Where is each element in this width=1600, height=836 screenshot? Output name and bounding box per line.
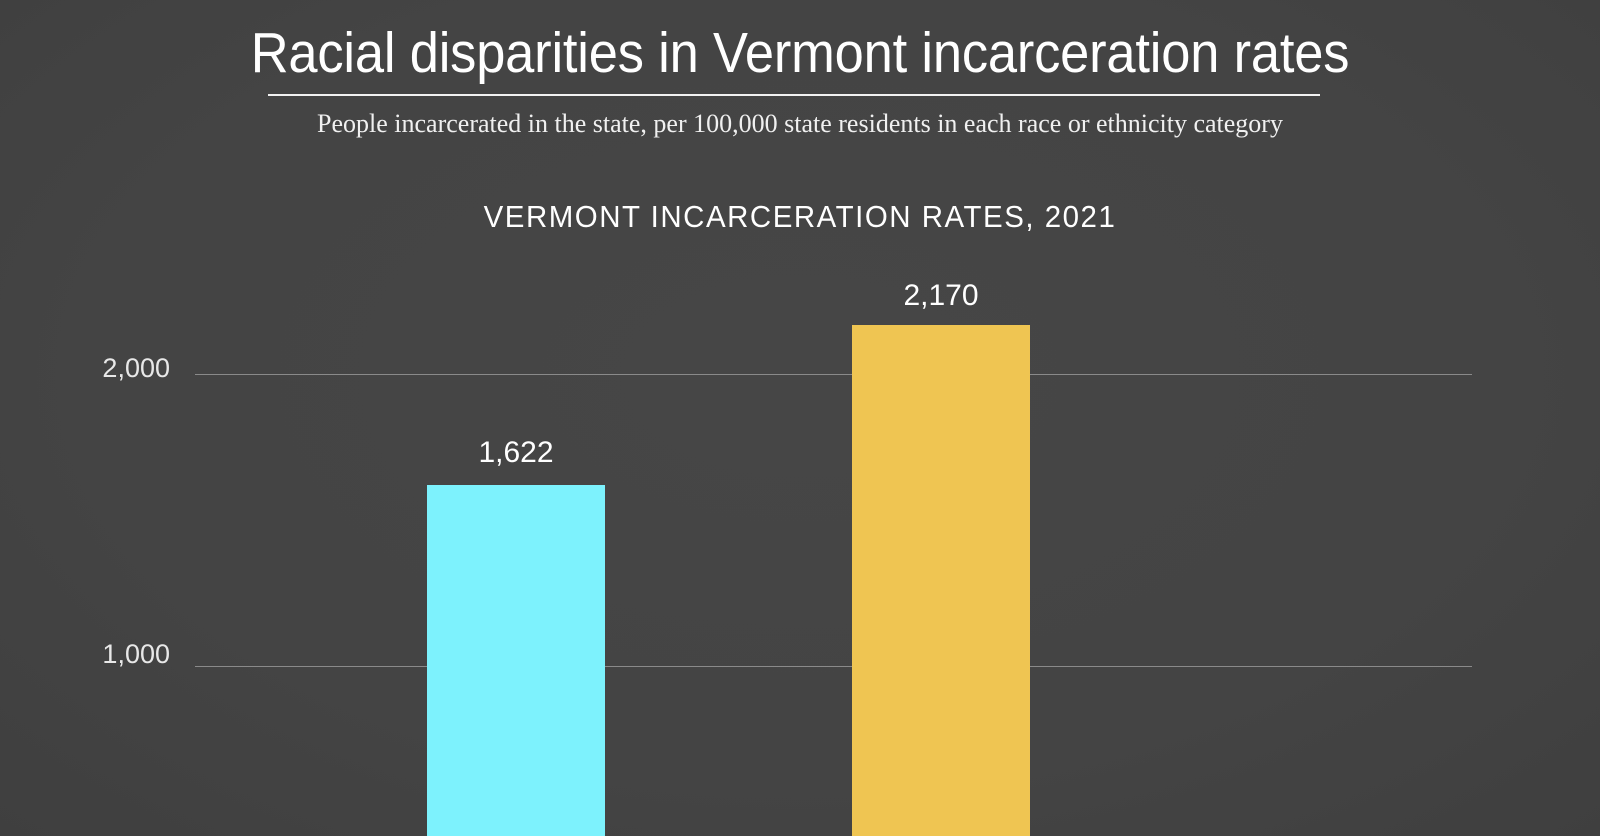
chart-title: VERMONT INCARCERATION RATES, 2021 (483, 199, 1117, 234)
bar-series-2[interactable] (852, 325, 1030, 836)
y-axis-tick-label-2000: 2,000 (102, 353, 170, 383)
bar-value-label-1: 1,622 (478, 436, 554, 469)
y-axis-tick-label-1000: 1,000 (102, 639, 170, 669)
page-title: Racial disparities in Vermont incarcerat… (250, 21, 1350, 85)
bar-series-1[interactable] (427, 485, 605, 836)
page-subtitle: People incarcerated in the state, per 10… (317, 109, 1283, 138)
gridline-1000 (195, 666, 1472, 667)
title-underline-divider (268, 94, 1320, 96)
bar-value-label-2: 2,170 (903, 279, 979, 312)
gridline-2000 (195, 374, 1472, 375)
